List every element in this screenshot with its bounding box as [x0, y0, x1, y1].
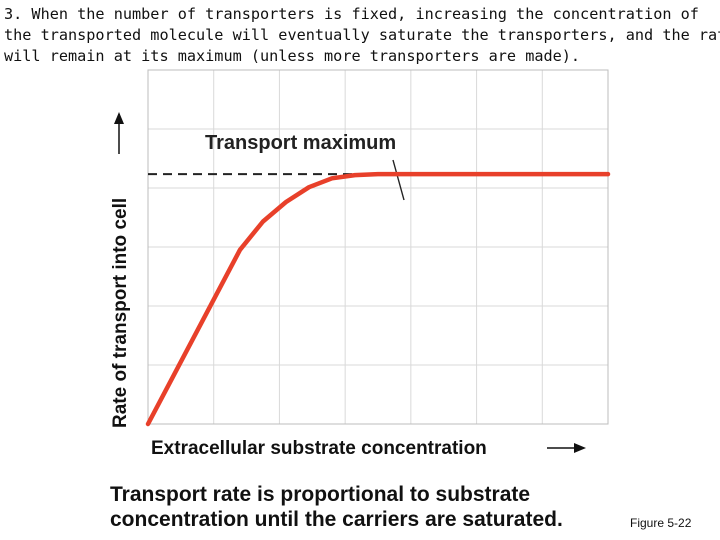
- caption-line-2: concentration until the carriers are sat…: [110, 508, 563, 531]
- transport-maximum-annotation: Transport maximum: [205, 132, 396, 154]
- y-axis-label: Rate of transport into cell: [110, 198, 131, 428]
- annotation-pointer: [392, 159, 405, 201]
- x-axis: Extracellular substrate concentration: [151, 438, 586, 459]
- grid: [148, 70, 608, 424]
- y-axis-arrow-head: [114, 112, 124, 124]
- heading-line-3: will remain at its maximum (unless more …: [4, 47, 581, 65]
- y-axis: Rate of transport into cell: [110, 112, 131, 428]
- figure-reference: Figure 5-22: [630, 516, 692, 530]
- caption-line-1: Transport rate is proportional to substr…: [110, 483, 531, 506]
- heading-line-1: 3. When the number of transporters is fi…: [4, 5, 699, 23]
- figure-caption: Transport rate is proportional to substr…: [110, 482, 563, 532]
- transport-rate-curve: [145, 171, 611, 427]
- x-axis-label: Extracellular substrate concentration: [151, 438, 487, 459]
- x-axis-arrow-head: [574, 443, 586, 453]
- heading-line-2: the transported molecule will eventually…: [4, 26, 720, 44]
- slide-heading: 3. When the number of transporters is fi…: [4, 4, 720, 67]
- plot-border: [147, 69, 609, 425]
